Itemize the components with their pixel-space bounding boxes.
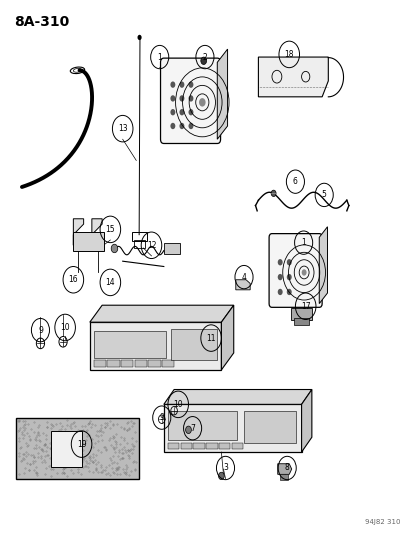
Circle shape (111, 244, 117, 253)
Circle shape (277, 274, 282, 280)
Circle shape (170, 123, 175, 129)
Text: 19: 19 (76, 440, 86, 449)
Circle shape (188, 82, 193, 88)
Text: 4: 4 (241, 272, 246, 281)
Circle shape (271, 190, 275, 197)
Bar (148, 360, 160, 367)
Text: 2: 2 (202, 53, 207, 62)
Circle shape (179, 109, 184, 115)
Text: 10: 10 (60, 323, 70, 332)
Bar (134, 360, 147, 367)
Bar (73, 232, 104, 251)
Circle shape (188, 109, 193, 115)
Text: 8: 8 (284, 464, 289, 472)
Text: 14: 14 (105, 278, 115, 287)
Circle shape (179, 123, 184, 129)
Polygon shape (73, 219, 83, 245)
Text: 9: 9 (38, 326, 43, 335)
Polygon shape (92, 219, 102, 245)
Polygon shape (235, 280, 249, 290)
Circle shape (286, 259, 291, 265)
Bar (107, 360, 119, 367)
Bar (243, 411, 295, 442)
Polygon shape (258, 57, 328, 97)
Text: 1: 1 (301, 238, 305, 247)
Circle shape (188, 95, 193, 102)
Polygon shape (164, 390, 311, 405)
Bar (180, 442, 192, 449)
Circle shape (170, 82, 175, 88)
Circle shape (188, 123, 193, 129)
Bar (193, 442, 204, 449)
Bar (231, 442, 242, 449)
Polygon shape (221, 305, 233, 370)
Text: 17: 17 (300, 302, 310, 311)
Text: 13: 13 (118, 124, 127, 133)
Text: 15: 15 (105, 225, 115, 234)
Polygon shape (217, 49, 227, 139)
Circle shape (179, 82, 184, 88)
Text: 7: 7 (190, 424, 195, 433)
Bar (171, 328, 217, 360)
FancyBboxPatch shape (160, 58, 220, 143)
Bar (294, 318, 308, 325)
Text: 3: 3 (223, 464, 228, 472)
Bar (164, 405, 301, 452)
Bar (168, 442, 179, 449)
Text: 1: 1 (157, 53, 162, 62)
Bar (164, 243, 180, 254)
Text: 5: 5 (321, 190, 326, 199)
Circle shape (277, 259, 282, 265)
Circle shape (137, 35, 141, 40)
Text: 11: 11 (206, 334, 215, 343)
Polygon shape (90, 305, 233, 322)
Bar (291, 308, 311, 319)
Bar (94, 360, 106, 367)
Bar (168, 411, 236, 440)
Circle shape (200, 57, 206, 64)
Polygon shape (277, 464, 291, 474)
Bar (206, 442, 217, 449)
Text: 16: 16 (69, 275, 78, 284)
Bar (16, 418, 139, 479)
Polygon shape (301, 390, 311, 452)
Circle shape (286, 274, 291, 280)
Circle shape (277, 289, 282, 295)
Text: 18: 18 (284, 50, 293, 59)
Text: 6: 6 (292, 177, 297, 186)
Text: 94J82 310: 94J82 310 (364, 519, 399, 525)
Circle shape (170, 109, 175, 115)
Bar (133, 240, 145, 248)
Text: 12: 12 (146, 241, 156, 250)
Bar (161, 360, 174, 367)
Circle shape (170, 95, 175, 102)
Bar (218, 442, 230, 449)
Circle shape (301, 269, 306, 276)
Circle shape (286, 289, 291, 295)
Bar (280, 474, 288, 480)
Bar (121, 360, 133, 367)
Bar (94, 330, 166, 358)
Circle shape (179, 95, 184, 102)
Circle shape (218, 472, 224, 480)
Bar (132, 231, 147, 241)
Polygon shape (318, 227, 327, 304)
Circle shape (199, 98, 205, 107)
Text: 10: 10 (173, 400, 183, 409)
Bar (90, 322, 221, 370)
Bar (51, 431, 81, 467)
Text: 8A-310: 8A-310 (14, 14, 69, 29)
Circle shape (185, 426, 191, 433)
Text: 9: 9 (159, 413, 164, 422)
FancyBboxPatch shape (268, 233, 321, 308)
